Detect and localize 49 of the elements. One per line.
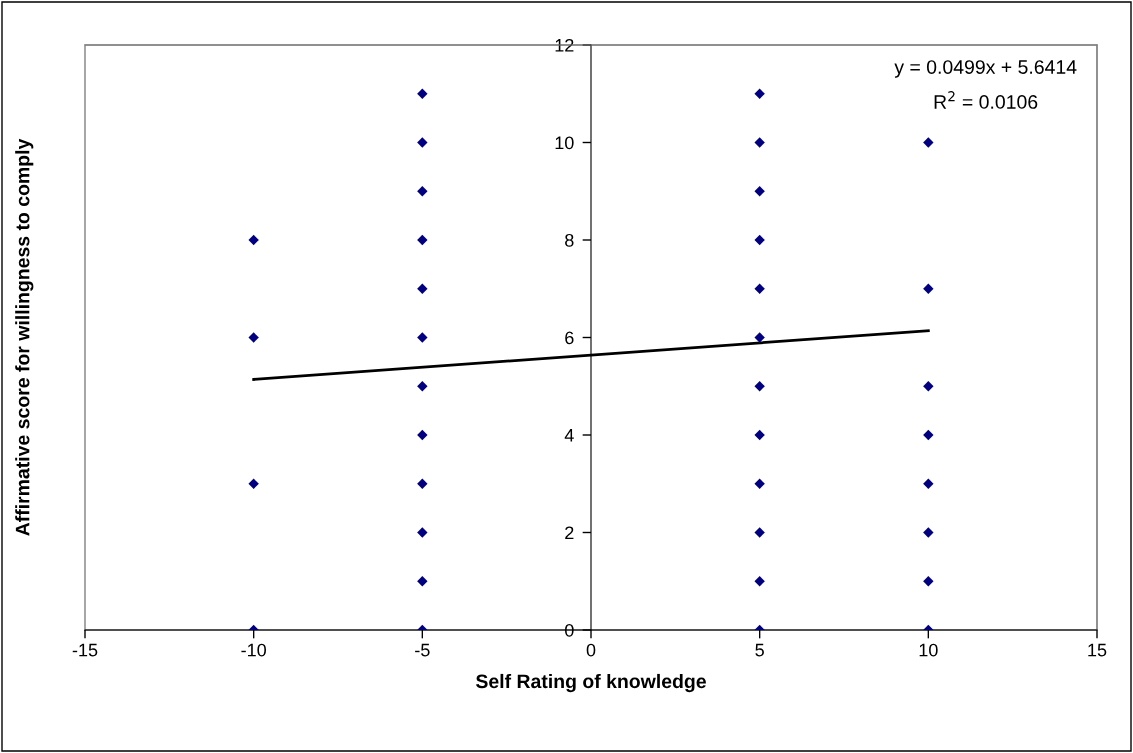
point — [754, 137, 765, 148]
point — [923, 381, 934, 392]
point — [248, 478, 259, 489]
point — [417, 137, 428, 148]
point — [248, 332, 259, 343]
x-tick-label: -5 — [415, 643, 430, 657]
point — [248, 234, 259, 246]
x-tick-label: 0 — [586, 643, 596, 657]
annotation: y = 0.0499x + 5.6414 — [894, 60, 1077, 78]
x-tick-label: -15 — [72, 643, 98, 657]
point — [417, 332, 428, 343]
y-axis-title: Affirmative score for willingness to comply — [15, 138, 34, 536]
x-tick-label: -10 — [241, 643, 267, 657]
point — [417, 381, 428, 392]
point — [417, 478, 428, 489]
point — [754, 527, 765, 538]
point — [754, 283, 765, 294]
point — [923, 478, 934, 489]
point — [923, 283, 934, 294]
point — [417, 234, 428, 246]
annotation: R$^{2}$ = 0.0106 — [934, 91, 1038, 109]
x-tick-label: 5 — [755, 643, 764, 657]
point — [923, 527, 934, 538]
point — [754, 429, 765, 441]
y-tick-label: 12 — [555, 38, 574, 52]
x-axis-title: Self Rating of knowledge — [475, 673, 706, 693]
point — [417, 88, 428, 99]
point — [923, 137, 934, 148]
point — [417, 527, 428, 538]
point — [754, 332, 765, 343]
x-tick-label: 15 — [1088, 643, 1107, 657]
y-tick-label: 8 — [565, 233, 574, 247]
point — [417, 429, 428, 441]
point — [923, 576, 934, 587]
point — [754, 576, 765, 587]
y-tick-label: 4 — [564, 429, 574, 442]
point — [417, 576, 428, 587]
y-tick-label: 10 — [555, 136, 574, 150]
point — [417, 186, 428, 197]
point — [923, 429, 934, 441]
point — [754, 234, 765, 246]
point — [417, 283, 428, 294]
point — [754, 381, 765, 392]
point — [754, 478, 765, 489]
point — [754, 186, 765, 197]
x-tick-label: 10 — [919, 643, 938, 657]
y-tick-label: 6 — [565, 331, 574, 345]
point — [754, 88, 765, 99]
y-tick-label: 2 — [565, 526, 574, 540]
